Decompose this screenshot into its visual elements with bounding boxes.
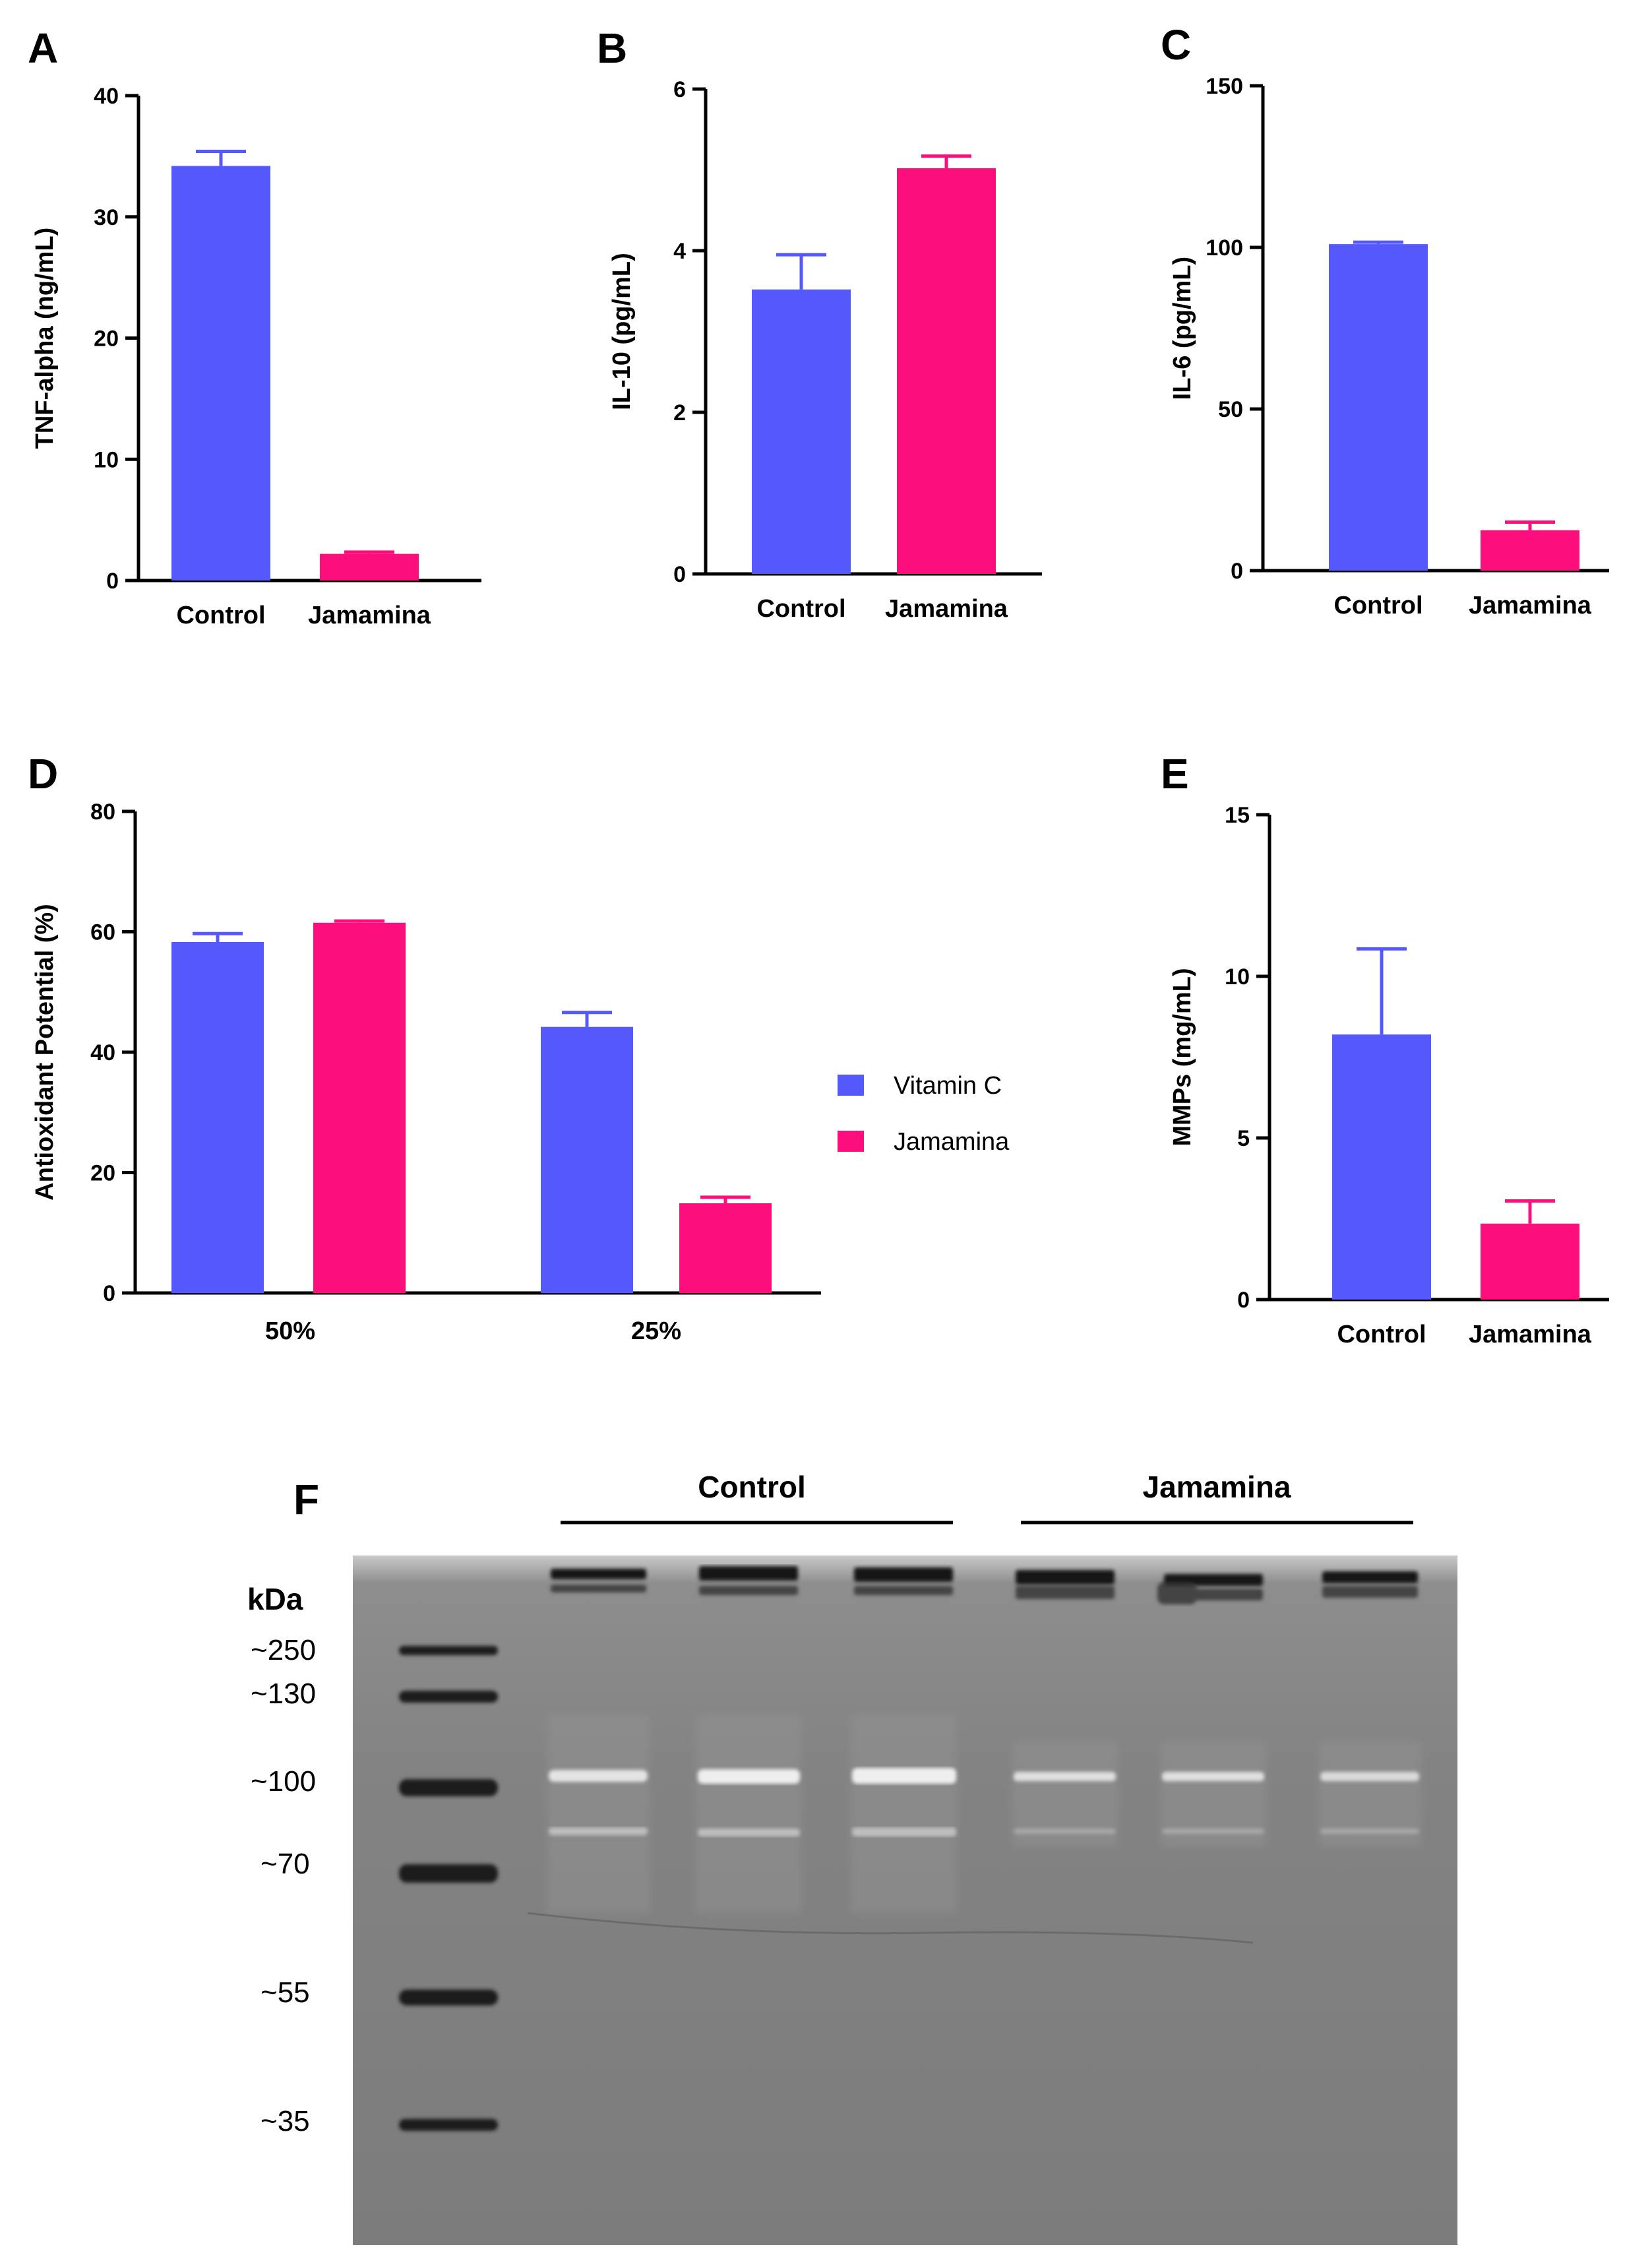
panel-b-il10-chart: B 0 2 4 6 IL-10 (pg/mL) Control Jamamina [597, 24, 1042, 623]
panel-e-y-axis-title: MMPs (mg/mL) [1169, 968, 1196, 1146]
panel-e-y-tick-label: 0 [1237, 1288, 1250, 1313]
panel-f-gel: F Control Jamamina kDa ~250 ~130 ~100 ~7… [247, 1470, 1457, 2245]
panel-c-il6-chart: C 0 50 100 150 IL-6 (pg/mL) Control Jamamina [1161, 21, 1609, 619]
panel-c-y-tick-label: 150 [1206, 74, 1243, 99]
gel-marker-35: ~35 [260, 2105, 310, 2137]
panel-e-y-tick-label: 10 [1225, 964, 1250, 990]
panel-d-category-label: 50% [265, 1317, 315, 1345]
panel-letter-e: E [1161, 750, 1189, 798]
panel-a-control-bar [171, 166, 270, 581]
panel-b-y-tick-label: 6 [673, 77, 686, 102]
panel-letter-c: C [1161, 21, 1191, 69]
panel-d-y-axis-title: Antioxidant Potential (%) [31, 904, 59, 1201]
panel-d-y-tick-label: 40 [90, 1040, 115, 1065]
panel-b-y-tick-label: 2 [673, 400, 686, 425]
panel-d-y-tick-label: 80 [90, 800, 115, 825]
panel-a-category-label: Jamamina [308, 602, 431, 629]
panel-c-y-tick-label: 0 [1231, 559, 1243, 584]
panel-b-category-label: Jamamina [885, 595, 1008, 623]
panel-b-y-tick-label: 0 [673, 562, 686, 587]
gel-marker-70: ~70 [260, 1848, 310, 1880]
panel-letter-d: D [28, 750, 58, 798]
panel-b-y-axis-title: IL-10 (pg/mL) [608, 253, 636, 410]
panel-e-y-tick-label: 5 [1237, 1126, 1250, 1151]
panel-c-control-bar [1329, 244, 1428, 571]
panel-d-jamamina-bar [679, 1203, 772, 1293]
panel-c-y-axis-title: IL-6 (pg/mL) [1169, 257, 1196, 400]
panel-d-jamamina-bar [313, 922, 406, 1293]
panel-d-y-tick-label: 0 [103, 1281, 115, 1306]
gel-unit-label: kDa [247, 1582, 303, 1616]
gel-group-label-control: Control [698, 1470, 806, 1504]
panel-c-y-tick-label: 50 [1218, 397, 1243, 422]
panel-letter-f: F [293, 1476, 319, 1523]
panel-c-category-label: Jamamina [1469, 592, 1592, 619]
gel-marker-100: ~100 [251, 1765, 316, 1798]
panel-e-category-label: Control [1337, 1321, 1426, 1348]
panel-b-control-bar [752, 289, 851, 574]
panel-a-y-tick-label: 0 [106, 569, 119, 594]
panel-letter-b: B [597, 24, 627, 72]
panel-a-y-tick-label: 10 [94, 447, 119, 472]
panel-a-category-label: Control [176, 602, 265, 629]
panel-a-y-tick-label: 40 [94, 84, 119, 109]
panel-c-category-label: Control [1333, 592, 1423, 619]
panel-e-control-bar [1332, 1034, 1431, 1300]
legend-swatch [838, 1075, 864, 1096]
panel-e-category-label: Jamamina [1469, 1321, 1592, 1348]
panel-d-y-tick-label: 20 [90, 1161, 115, 1186]
panel-e-y-tick-label: 15 [1225, 803, 1250, 828]
gel-marker-130: ~130 [251, 1678, 316, 1710]
panel-a-jamamina-bar [320, 553, 419, 581]
panel-b-jamamina-bar [897, 168, 996, 575]
gel-image-content [399, 1566, 1421, 2131]
panel-d-y-tick-label: 60 [90, 920, 115, 945]
panel-a-tnf-alpha-chart: A 0 10 20 30 40 TNF-alpha (ng/mL) Control Jamami… [28, 24, 481, 629]
panel-a-y-axis-title: TNF-alpha (ng/mL) [31, 228, 59, 449]
panel-a-y-tick-label: 30 [94, 205, 119, 230]
gel-marker-55: ~55 [260, 1976, 310, 2009]
legend-label: Vitamin C [894, 1072, 1002, 1100]
panel-d-antioxidant-chart: D 0 20 40 60 80 Antioxidant Potential (%) 50% 25… [28, 750, 1010, 1345]
panel-c-jamamina-bar [1481, 530, 1579, 571]
panel-d-legend: Vitamin C Jamamina [838, 1072, 1010, 1156]
panel-b-y-tick-label: 4 [673, 239, 686, 264]
legend-swatch [838, 1131, 864, 1152]
panel-d-vitamin-c-bar [541, 1026, 633, 1293]
panel-a-y-tick-label: 20 [94, 327, 119, 352]
panel-c-y-tick-label: 100 [1206, 236, 1243, 261]
panel-e-mmps-chart: E 0 5 10 15 MMPs (mg/mL) Control Jamamina [1161, 750, 1609, 1348]
panel-b-category-label: Control [756, 595, 845, 623]
gel-marker-250: ~250 [251, 1634, 316, 1666]
panel-e-jamamina-bar [1481, 1223, 1579, 1300]
legend-label: Jamamina [894, 1128, 1010, 1156]
panel-letter-a: A [28, 24, 58, 72]
panel-d-vitamin-c-bar [171, 942, 264, 1293]
panel-d-category-label: 25% [631, 1317, 681, 1345]
gel-group-label-jamamina: Jamamina [1142, 1470, 1291, 1504]
